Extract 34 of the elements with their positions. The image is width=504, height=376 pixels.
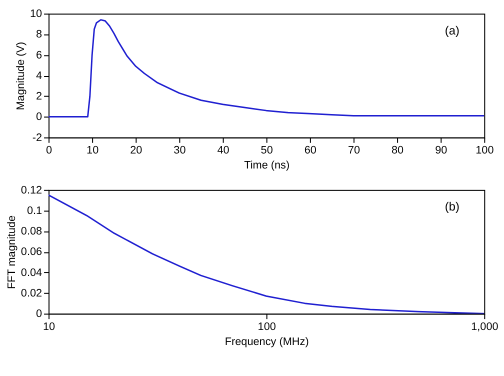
annotation: (a) <box>444 23 460 38</box>
line-series <box>48 19 484 118</box>
y-tick-label: 0.12 <box>20 184 42 196</box>
x-tick-label: 70 <box>348 144 360 157</box>
y-tick-label: 0.1 <box>26 204 42 217</box>
y-tick-label: 0.02 <box>20 287 42 300</box>
x-tick-label: 20 <box>130 144 142 157</box>
y-tick-label: 0.08 <box>20 226 42 238</box>
x-tick-label: 100 <box>258 320 276 333</box>
annotation: (b) <box>444 200 460 214</box>
x-tick-label: 100 <box>476 144 494 157</box>
y-axis-title: FFT magnitude <box>6 215 18 290</box>
x-tick-label: 80 <box>392 144 404 157</box>
x-tick-label: 90 <box>435 144 448 157</box>
x-axis-title: Frequency (MHz) <box>224 336 309 348</box>
x-tick-label: 50 <box>260 144 273 157</box>
y-tick-label: 0 <box>36 111 42 124</box>
y-tick-label: 10 <box>30 8 42 20</box>
x-tick-label: 40 <box>217 144 230 157</box>
x-axis-title: Time (ns) <box>244 160 290 172</box>
x-tick-label: 0 <box>46 144 52 157</box>
x-tick-label: 1,000 <box>471 320 498 333</box>
y-tick-label: 0.06 <box>20 246 42 258</box>
y-tick-label: 0.04 <box>20 266 42 279</box>
x-tick-label: 60 <box>304 144 316 157</box>
y-axis-title: Magnitude (V) <box>15 42 28 110</box>
y-tick-label: 0 <box>36 308 42 320</box>
y-tick-label: 2 <box>36 90 42 103</box>
y-tick-label: 6 <box>36 49 42 62</box>
x-tick-label: 10 <box>86 144 99 157</box>
y-tick-label: -2 <box>32 132 42 144</box>
x-tick-label: 30 <box>174 144 186 157</box>
y-tick-label: 4 <box>36 70 42 82</box>
y-tick-label: 8 <box>36 28 42 41</box>
